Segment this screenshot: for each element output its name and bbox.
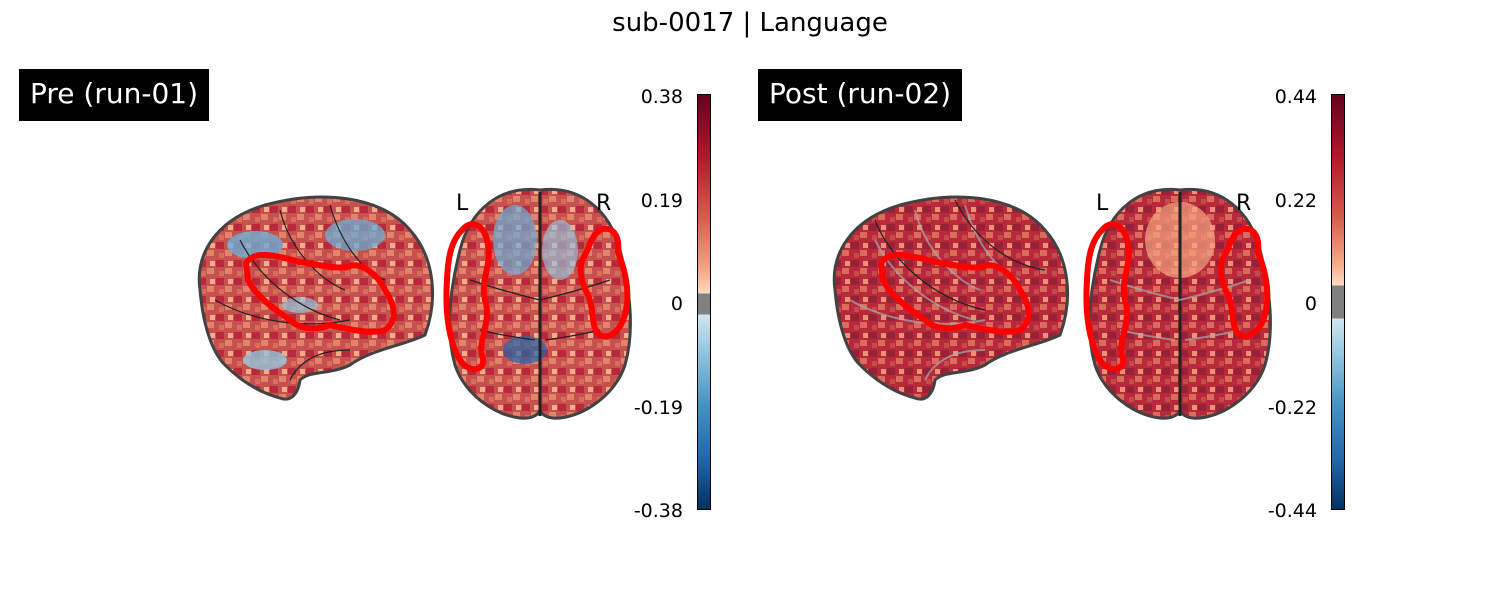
sagittal-view [832,195,1070,401]
glass-brain-pre: L R [197,187,632,420]
colorbar-tick: -0.22 [1267,397,1317,419]
colorbar-pre [697,94,711,510]
figure-title: sub-0017 | Language [612,8,888,38]
hemisphere-right-label: R [596,191,611,216]
colorbar-post [1331,94,1345,510]
colorbar-tick: 0.38 [640,86,683,108]
axial-view: L R [443,187,632,420]
glass-brain-post: L R [832,187,1272,420]
panel-label: Pre (run-01) [19,69,209,121]
colorbar-tick: 0.44 [1274,86,1317,108]
colorbar-tick: 0 [1304,293,1317,315]
panel-label: Post (run-02) [758,69,963,121]
colorbar-tick: -0.19 [633,397,683,419]
colorbar-tick: 0 [670,293,683,315]
colorbar-tick: 0.22 [1274,190,1317,212]
panel-pre: Pre (run-01) [0,0,740,600]
axial-view: L R [1083,187,1272,420]
colorbar-tick: -0.38 [633,500,683,522]
hemisphere-right-label: R [1236,191,1251,216]
sagittal-view [197,195,435,401]
hemisphere-left-label: L [456,191,469,216]
colorbar-tick: 0.19 [640,190,683,212]
panel-post: Post (run-02) L R [740,0,1500,600]
hemisphere-left-label: L [1096,191,1109,216]
colorbar-tick: -0.44 [1267,500,1317,522]
